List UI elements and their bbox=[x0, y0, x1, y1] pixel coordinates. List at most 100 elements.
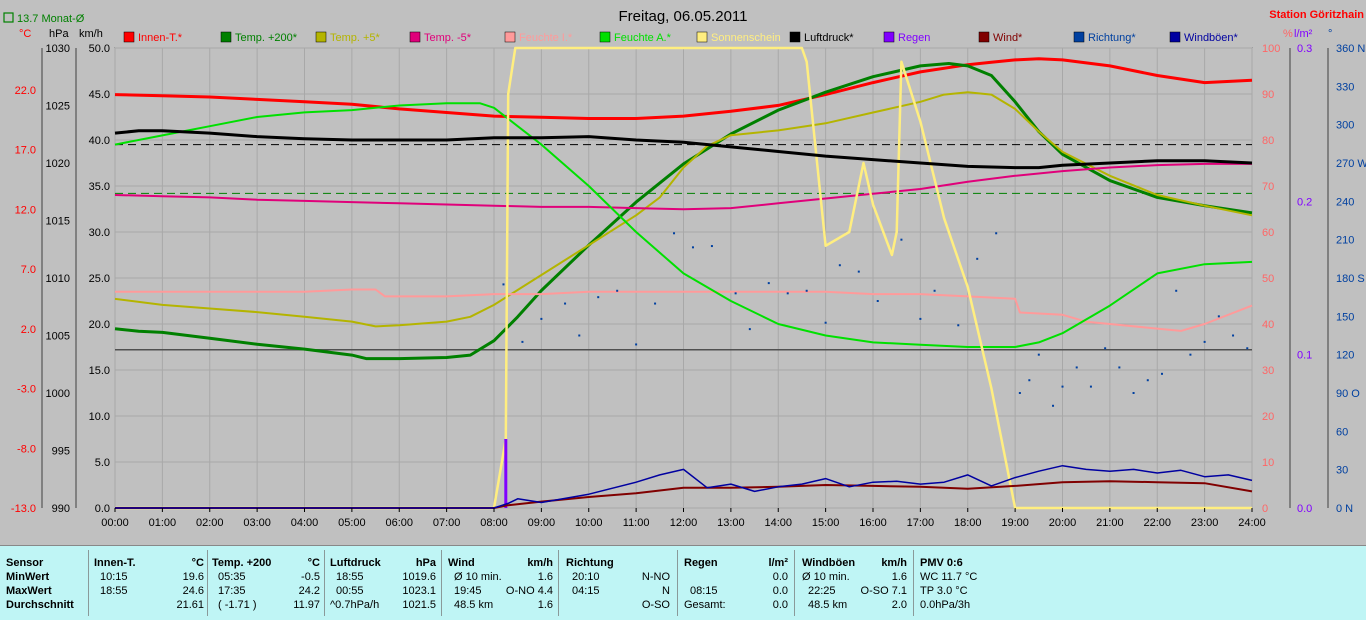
legend-label: Temp. +5* bbox=[330, 32, 381, 44]
series-richtung-point bbox=[1037, 353, 1040, 356]
x-tick-label: 10:00 bbox=[575, 517, 603, 529]
y-tick-label-humidity_pct: 50 bbox=[1262, 273, 1274, 285]
column-separator bbox=[207, 550, 208, 616]
series-richtung-point bbox=[767, 282, 770, 285]
x-tick-label: 05:00 bbox=[338, 517, 366, 529]
wind-min: Ø 10 min. 1.6 bbox=[448, 570, 553, 584]
series-richtung-point bbox=[616, 289, 619, 292]
series-richtung-point bbox=[900, 238, 903, 241]
pressure-column: Luftdruck hPa 18:55 1019.6 00:55 1023.1 … bbox=[330, 552, 436, 616]
unit-speed: km/h bbox=[79, 28, 103, 40]
y-tick-label-direction_deg: 60 bbox=[1336, 426, 1348, 438]
innen-temp-column: Innen-T. °C 10:15 19.6 18:55 24.6 21.61 bbox=[94, 552, 204, 616]
y-tick-label-direction_deg: 240 bbox=[1336, 196, 1354, 208]
sensor-column: Sensor MinWert MaxWert Durchschnitt bbox=[6, 552, 86, 616]
unit-pressure: hPa bbox=[49, 28, 69, 40]
legend-label: Windböen* bbox=[1184, 32, 1239, 44]
legend-swatch bbox=[789, 31, 801, 43]
series-richtung-point bbox=[1246, 347, 1249, 350]
series-richtung-point bbox=[564, 302, 567, 305]
innen-temp-avg-value: 21.61 bbox=[176, 599, 204, 611]
y-tick-label-temp_c: 22.0 bbox=[15, 85, 36, 97]
pressure-min-time: 18:55 bbox=[336, 571, 364, 583]
pmv-pressure-trend: 0.0hPa/3h bbox=[920, 599, 971, 611]
gust-header: Windböen bbox=[802, 557, 856, 569]
legend-label: Wind* bbox=[993, 32, 1023, 44]
x-tick-label: 19:00 bbox=[1001, 517, 1029, 529]
wind-header: Wind bbox=[448, 557, 475, 569]
legend-label: Temp. +200* bbox=[235, 32, 298, 44]
legend-swatch bbox=[1073, 31, 1085, 43]
column-separator bbox=[913, 550, 914, 616]
axes-layer: 00:00 01:00 02:00 03:00 04:00 05:00 06:00 07:00… bbox=[11, 43, 1366, 529]
direction-min: 20:10 N-NO bbox=[566, 570, 670, 584]
series-richtung-point bbox=[1018, 392, 1021, 394]
wind-max-time: 19:45 bbox=[454, 585, 482, 597]
column-separator bbox=[794, 550, 795, 616]
series-richtung-point bbox=[654, 302, 657, 305]
rain-min-value: 0.0 bbox=[772, 571, 788, 583]
y-tick-label-temp_c: -13.0 bbox=[11, 503, 36, 515]
wind-avg: 48.5 km 1.6 bbox=[448, 598, 553, 612]
y-tick-label-direction_deg: 180 S bbox=[1336, 273, 1365, 285]
series-temp-5 bbox=[114, 162, 1252, 211]
legend-label: Feuchte A.* bbox=[614, 32, 672, 44]
pressure-avg: ^0.7hPa/h 1021.5 bbox=[330, 598, 436, 612]
y-tick-label-radiation: 0.2 bbox=[1297, 196, 1312, 208]
legend-swatch bbox=[883, 31, 895, 43]
row-label-min: MinWert bbox=[6, 571, 50, 583]
x-tick-label: 09:00 bbox=[528, 517, 556, 529]
legend-swatch bbox=[220, 31, 232, 43]
series-richtung-point bbox=[1189, 353, 1192, 356]
y-tick-label-direction_deg: 0 N bbox=[1336, 503, 1353, 515]
station-name: Station Göritzhain bbox=[1269, 9, 1364, 21]
direction-avg: O-SO bbox=[566, 598, 670, 612]
innen-temp-max: 18:55 24.6 bbox=[94, 584, 204, 598]
innen-temp-unit: °C bbox=[191, 557, 204, 569]
rain-min: 0.0 bbox=[684, 570, 788, 584]
y-tick-label-direction_deg: 360 N bbox=[1336, 43, 1365, 55]
weather-chart: 00:00 01:00 02:00 03:00 04:00 05:00 06:00 07:00… bbox=[3, 8, 1366, 529]
series-richtung-point bbox=[635, 343, 638, 346]
innen-temp-min-time: 10:15 bbox=[100, 571, 128, 583]
series-richtung-point bbox=[748, 328, 751, 331]
wind-column: Wind km/h Ø 10 min. 1.6 19:45 O-NO 4.4 4… bbox=[448, 552, 553, 616]
series-luftdruck bbox=[114, 129, 1253, 170]
gust-avg: 48.5 km 2.0 bbox=[802, 598, 907, 612]
pressure-unit: hPa bbox=[415, 557, 436, 569]
y-tick-label-pressure_hpa: 995 bbox=[52, 446, 70, 458]
rain-header: Regen bbox=[684, 557, 718, 569]
unit-radiation: l/m² bbox=[1294, 28, 1313, 40]
y-tick-label-temp_c: 2.0 bbox=[21, 324, 36, 336]
y-tick-label-speed_kmh: 50.0 bbox=[89, 43, 110, 55]
innen-temp-avg: 21.61 bbox=[94, 598, 204, 612]
legend-label: Luftdruck* bbox=[804, 32, 854, 44]
y-tick-label-pressure_hpa: 1030 bbox=[46, 43, 70, 55]
y-tick-label-humidity_pct: 60 bbox=[1262, 227, 1274, 239]
y-tick-label-radiation: 0.1 bbox=[1297, 350, 1312, 362]
y-tick-label-direction_deg: 120 bbox=[1336, 350, 1354, 362]
series-richtung-point bbox=[805, 289, 808, 292]
series-richtung-point bbox=[1146, 379, 1149, 382]
series-richtung-point bbox=[786, 292, 789, 295]
y-tick-label-speed_kmh: 30.0 bbox=[89, 227, 110, 239]
gust-unit: km/h bbox=[881, 557, 907, 569]
series-richtung-point bbox=[540, 317, 543, 320]
y-tick-label-direction_deg: 300 bbox=[1336, 120, 1354, 132]
legend-swatch bbox=[409, 31, 421, 43]
series-feuchte-a bbox=[114, 102, 1253, 348]
rain-total-value: 0.0 bbox=[772, 599, 788, 611]
gust-min-label: Ø 10 min. bbox=[802, 571, 850, 583]
temp200-min-time: 05:35 bbox=[218, 571, 246, 583]
legend-swatch bbox=[599, 31, 611, 43]
series-temp-5 bbox=[114, 91, 1253, 328]
x-tick-label: 00:00 bbox=[101, 517, 129, 529]
unit-temp: °C bbox=[19, 28, 31, 40]
pmv-windchill: WC 11.7 °C bbox=[920, 571, 978, 583]
y-tick-label-humidity_pct: 20 bbox=[1262, 411, 1274, 423]
x-tick-label: 12:00 bbox=[670, 517, 698, 529]
pmv-dewpoint: TP 3.0 °C bbox=[920, 585, 968, 597]
rain-max-time: 08:15 bbox=[690, 585, 718, 597]
gust-column: Windböen km/h Ø 10 min. 1.6 22:25 O-SO 7… bbox=[802, 552, 907, 616]
y-tick-label-humidity_pct: 10 bbox=[1262, 457, 1274, 469]
